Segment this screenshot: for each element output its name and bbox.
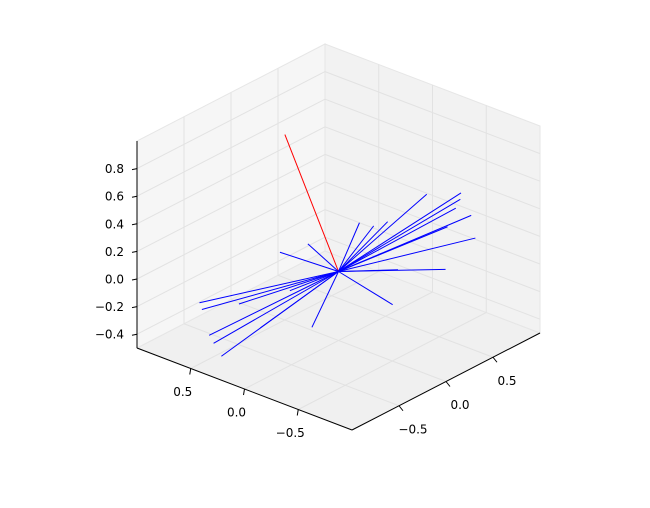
data-line [311,271,339,328]
data-line [284,134,339,272]
x-tick-label: −0.5 [398,422,427,436]
data-line [279,251,339,272]
x-tick [445,381,451,387]
z-tick [131,195,138,198]
data-line [338,193,428,272]
y-tick [189,368,192,375]
y-tick-label: 0.5 [173,385,192,399]
z-tick-label: −0.4 [95,328,124,342]
grid-line [324,71,541,155]
data-line [238,271,339,305]
data-line [338,237,476,272]
x-tick [398,405,404,412]
grid-line [324,236,541,320]
grid-line [324,126,541,210]
z-tick [131,306,138,309]
grid-line [190,271,379,369]
x-tick-label: 0.0 [450,398,469,412]
grid-line [136,181,326,280]
data-line [213,271,339,344]
z-tick [131,333,138,336]
z-tick-label: 0.6 [105,190,124,204]
data-line [307,243,339,272]
z-tick-label: −0.2 [95,300,124,314]
z-tick-label: 0.2 [105,245,124,259]
grid-line [324,181,541,265]
data-line [338,207,456,272]
x-tick [492,356,498,363]
y-tick [296,409,299,416]
data-line [338,225,375,272]
data-line [338,198,461,272]
grid-line [298,312,487,410]
data-line [338,271,393,306]
y-tick [243,388,245,396]
grid-line [136,153,326,252]
data-line [338,226,448,272]
data-line [289,271,339,292]
x-tick-label: 0.5 [497,374,516,388]
grid-line [324,98,541,182]
data-line [260,271,339,329]
z-tick [131,223,138,226]
z-tick [131,278,138,281]
data-line [338,192,462,272]
grid-line [136,71,326,170]
grid-line [136,209,326,308]
data-line [201,271,339,310]
grid-line [324,209,541,293]
z-tick [131,250,138,253]
z-tick-label: 0.4 [105,217,124,231]
z-tick-label: 0.0 [105,273,124,287]
z-tick [131,168,138,171]
data-line [199,271,339,304]
data-line [208,271,339,336]
z-tick-label: 0.8 [105,162,124,176]
data-line [338,221,389,272]
grid-line [136,236,326,335]
y-tick-label: −0.5 [276,426,305,440]
y-tick-label: 0.0 [227,406,246,420]
grid-line [136,126,326,225]
data-line [338,222,360,272]
data-line [338,269,399,272]
grid-line [324,153,541,237]
grid-line [244,291,433,390]
grid-line [136,98,326,197]
